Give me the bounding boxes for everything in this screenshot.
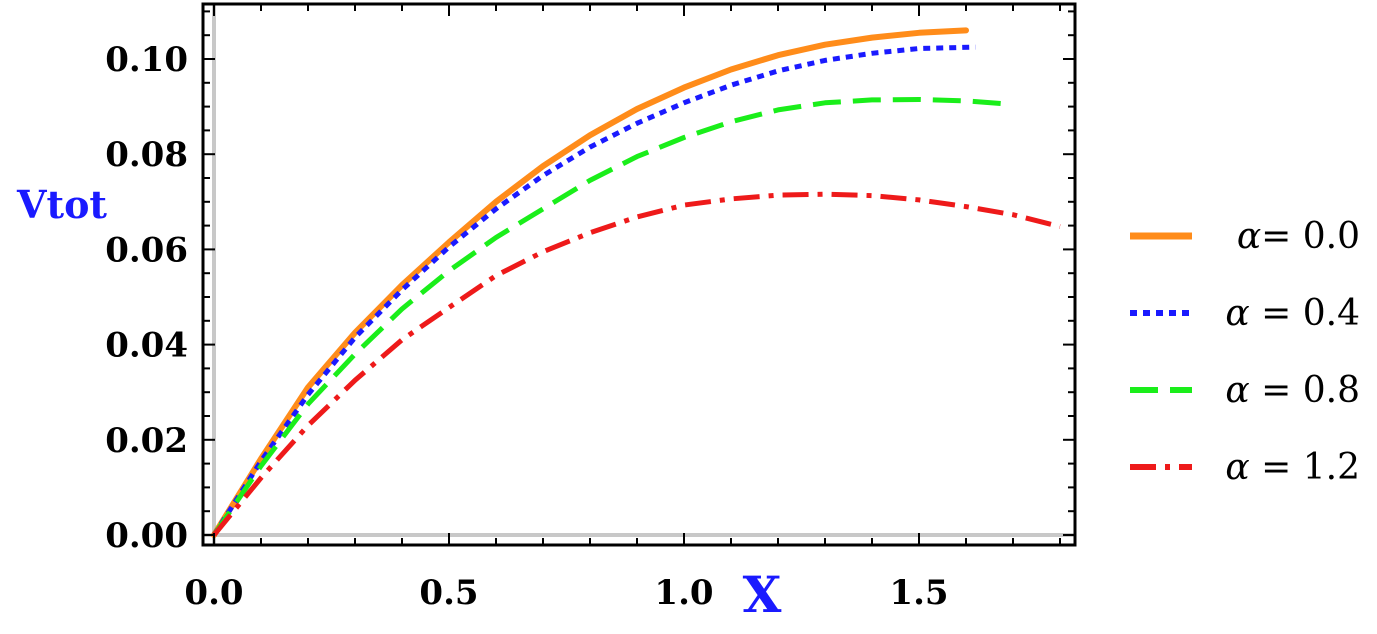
tick-marks — [203, 4, 1075, 545]
legend: α= 0.0 α = 0.4 α = 0.8 α = 1.2 — [1130, 216, 1360, 488]
y-tick-label: 0.00 — [105, 516, 188, 556]
legend-label-4: α = 1.2 — [1225, 447, 1360, 488]
series-line-2 — [211, 44, 976, 537]
x-axis-label: X — [743, 565, 782, 624]
legend-label-1: α= 0.0 — [1237, 216, 1360, 257]
series-group — [211, 27, 1061, 538]
y-tick-label: 0.04 — [105, 326, 188, 366]
legend-label-3: α = 0.8 — [1225, 370, 1360, 411]
y-tick-label: 0.02 — [105, 421, 188, 461]
plot-area: 0.0 0.5 1.0 1.5 0.00 0.02 0.04 0.06 0.08 0.10 — [105, 2, 1077, 613]
tick-labels: 0.0 0.5 1.0 1.5 0.00 0.02 0.04 0.06 0.08 0.10 — [105, 40, 948, 613]
series-line-4 — [212, 191, 1061, 537]
x-tick-label: 1.5 — [889, 573, 948, 613]
x-tick-label: 1.0 — [654, 573, 713, 613]
series-line-1 — [211, 27, 969, 538]
series-line-3 — [211, 97, 1004, 537]
y-tick-label: 0.08 — [105, 135, 188, 175]
y-tick-label: 0.10 — [105, 40, 188, 80]
legend-label-2: α = 0.4 — [1225, 293, 1360, 334]
plot-frame — [201, 2, 1077, 547]
y-axis-label: Vtot — [16, 182, 107, 227]
x-tick-label: 0.5 — [419, 573, 478, 613]
x-tick-label: 0.0 — [184, 573, 243, 613]
y-tick-label: 0.06 — [105, 230, 188, 270]
